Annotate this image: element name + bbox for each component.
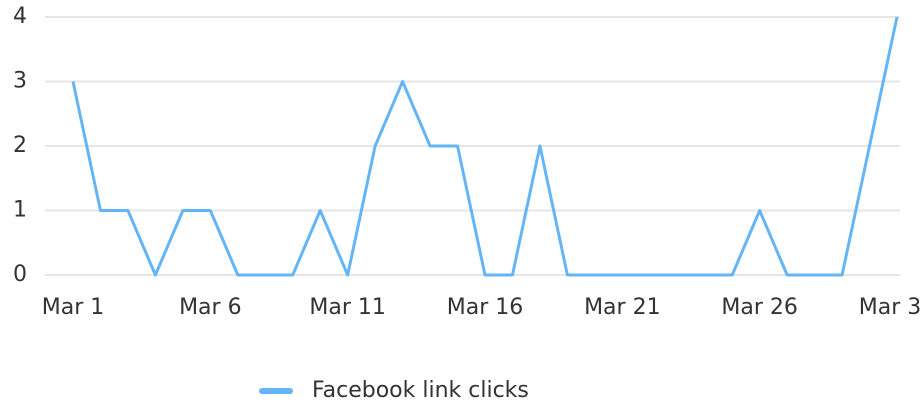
x-tick-label: Mar 26	[721, 295, 798, 320]
y-tick-label: 2	[13, 133, 27, 158]
x-tick-label: Mar 16	[447, 295, 524, 320]
y-tick-label: 1	[13, 198, 27, 223]
x-tick-label: Mar 31	[859, 295, 920, 320]
x-tick-label: Mar 11	[309, 295, 386, 320]
x-tick-label: Mar 1	[42, 295, 105, 320]
y-tick-label: 3	[13, 69, 27, 94]
x-tick-label: Mar 21	[584, 295, 661, 320]
x-tick-label: Mar 6	[179, 295, 242, 320]
y-tick-label: 0	[13, 262, 27, 287]
data-line	[71, 16, 899, 277]
legend-label: Facebook link clicks	[312, 378, 529, 403]
y-tick-label: 4	[13, 4, 27, 29]
